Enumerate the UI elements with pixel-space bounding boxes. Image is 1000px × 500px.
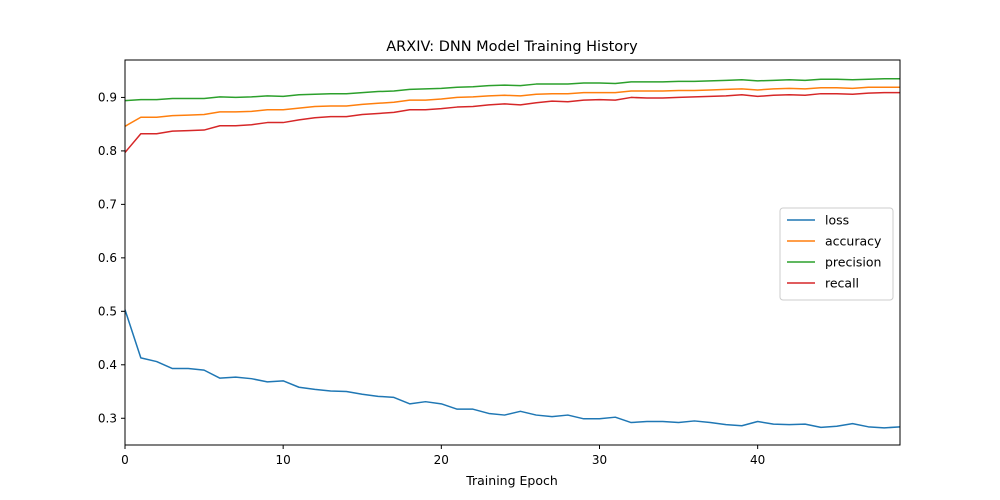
chart-title: ARXIV: DNN Model Training History xyxy=(386,39,638,55)
x-tick-label: 30 xyxy=(592,453,607,467)
series-line-precision xyxy=(124,77,900,102)
series-line-recall xyxy=(124,91,900,153)
y-tick-label: 0.6 xyxy=(98,251,117,265)
x-tick-label: 40 xyxy=(750,453,765,467)
y-tick-label: 0.4 xyxy=(98,358,117,372)
x-tick-label: 0 xyxy=(121,453,129,467)
y-tick-label: 0.9 xyxy=(98,90,117,104)
y-tick-label: 0.3 xyxy=(98,411,117,425)
y-tick-label: 0.8 xyxy=(98,144,117,158)
x-axis: 0 10 20 30 40 xyxy=(121,445,765,467)
legend-label-accuracy: accuracy xyxy=(825,234,882,249)
series-line-loss xyxy=(124,309,901,429)
legend-box xyxy=(779,207,894,301)
legend-label-loss: loss xyxy=(825,213,849,228)
x-tick-label: 10 xyxy=(276,453,291,467)
legend-label-recall: recall xyxy=(825,276,859,291)
series-line-accuracy xyxy=(124,86,900,127)
y-axis: 0.3 0.4 0.5 0.6 0.7 0.8 0.9 xyxy=(98,90,125,425)
y-tick-label: 0.5 xyxy=(98,304,117,318)
x-tick-label: 20 xyxy=(434,453,449,467)
y-tick-label: 0.7 xyxy=(98,197,117,211)
legend: loss accuracy precision recall xyxy=(779,207,894,301)
plot-frame xyxy=(124,59,901,446)
x-axis-label: Training Epoch xyxy=(465,473,558,488)
series-layer xyxy=(124,77,901,429)
legend-label-precision: precision xyxy=(825,255,881,270)
